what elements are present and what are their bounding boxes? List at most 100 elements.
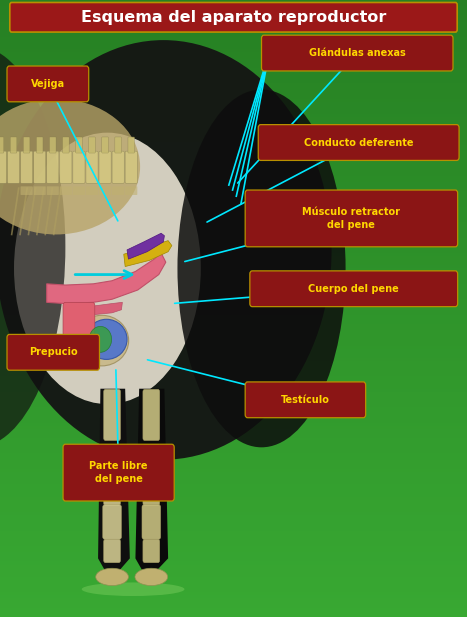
Ellipse shape	[177, 89, 346, 447]
Bar	[0, 429, 467, 432]
FancyBboxPatch shape	[34, 186, 46, 195]
Bar	[0, 102, 467, 105]
Bar	[0, 475, 467, 478]
Bar	[0, 68, 467, 71]
Bar	[0, 108, 467, 111]
Ellipse shape	[96, 568, 128, 586]
Bar	[0, 571, 467, 574]
Bar	[0, 139, 467, 142]
Bar	[0, 271, 467, 275]
Bar	[0, 293, 467, 296]
Bar	[0, 315, 467, 318]
FancyBboxPatch shape	[104, 445, 120, 505]
Bar	[0, 386, 467, 389]
Bar	[0, 3, 467, 6]
Polygon shape	[72, 302, 122, 315]
Bar	[0, 19, 467, 22]
Bar	[0, 561, 467, 565]
Bar	[0, 231, 467, 234]
FancyBboxPatch shape	[23, 137, 30, 153]
Bar	[0, 549, 467, 552]
Bar	[0, 555, 467, 558]
Bar	[0, 201, 467, 204]
Bar	[0, 432, 467, 435]
Bar	[0, 284, 467, 287]
FancyBboxPatch shape	[125, 151, 137, 183]
FancyBboxPatch shape	[103, 505, 121, 539]
Bar	[0, 339, 467, 342]
Bar	[0, 413, 467, 416]
Bar	[0, 614, 467, 617]
Bar	[0, 494, 467, 497]
Bar	[0, 114, 467, 117]
Bar	[0, 148, 467, 151]
Bar	[0, 444, 467, 447]
Bar	[0, 287, 467, 290]
Bar	[0, 611, 467, 614]
Bar	[0, 185, 467, 188]
Bar	[0, 466, 467, 469]
Bar	[0, 497, 467, 500]
Bar	[0, 506, 467, 509]
Bar	[0, 46, 467, 49]
Bar	[0, 96, 467, 99]
Bar	[0, 305, 467, 308]
Bar	[0, 373, 467, 376]
Bar	[0, 15, 467, 19]
FancyBboxPatch shape	[10, 2, 457, 32]
Bar	[0, 290, 467, 293]
Bar	[0, 367, 467, 370]
Bar	[0, 450, 467, 453]
Bar	[0, 361, 467, 364]
Bar	[0, 299, 467, 302]
Ellipse shape	[82, 582, 184, 596]
Ellipse shape	[0, 46, 65, 447]
FancyBboxPatch shape	[21, 186, 33, 195]
Bar	[0, 241, 467, 244]
Bar	[0, 447, 467, 450]
Bar	[0, 383, 467, 386]
FancyBboxPatch shape	[99, 186, 111, 195]
FancyBboxPatch shape	[73, 151, 85, 183]
Bar	[0, 330, 467, 333]
FancyBboxPatch shape	[34, 151, 46, 183]
Ellipse shape	[89, 326, 112, 352]
FancyBboxPatch shape	[112, 151, 124, 183]
Bar	[0, 534, 467, 537]
Bar	[0, 574, 467, 577]
Bar	[0, 342, 467, 346]
Bar	[0, 472, 467, 475]
FancyBboxPatch shape	[143, 445, 160, 505]
Bar	[0, 416, 467, 420]
Text: Conducto deferente: Conducto deferente	[304, 138, 413, 147]
Bar	[0, 324, 467, 327]
Bar	[0, 435, 467, 438]
Bar	[0, 420, 467, 423]
FancyBboxPatch shape	[0, 151, 7, 183]
FancyBboxPatch shape	[115, 137, 121, 153]
Bar	[0, 182, 467, 185]
Bar	[0, 302, 467, 305]
Ellipse shape	[0, 40, 332, 460]
FancyBboxPatch shape	[73, 186, 85, 195]
FancyBboxPatch shape	[47, 186, 59, 195]
Bar	[0, 531, 467, 534]
Bar	[0, 503, 467, 506]
Bar	[0, 404, 467, 407]
Bar	[0, 395, 467, 398]
Bar	[0, 333, 467, 336]
Bar	[0, 281, 467, 284]
Bar	[0, 352, 467, 355]
Bar	[0, 355, 467, 358]
Bar	[0, 602, 467, 605]
Bar	[0, 586, 467, 589]
Text: Prepucio: Prepucio	[29, 347, 78, 357]
Bar	[0, 583, 467, 586]
Bar	[0, 160, 467, 164]
Bar	[0, 89, 467, 93]
Bar	[0, 463, 467, 466]
FancyBboxPatch shape	[60, 186, 72, 195]
Bar	[0, 410, 467, 413]
Bar	[0, 62, 467, 65]
Text: Vejiga: Vejiga	[31, 79, 65, 89]
